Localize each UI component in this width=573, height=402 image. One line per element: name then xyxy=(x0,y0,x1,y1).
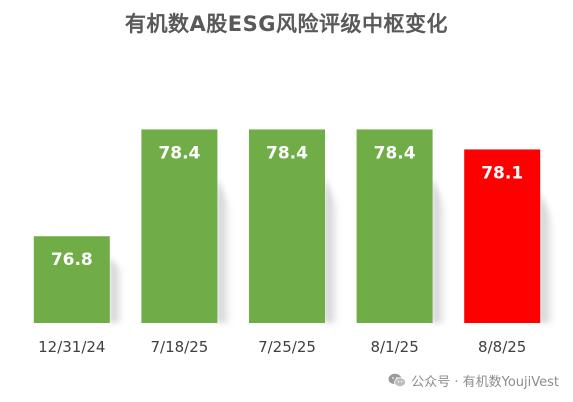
bar-7-25-25 xyxy=(249,129,325,323)
bar-shadow xyxy=(432,177,447,323)
bar-12-31-24 xyxy=(33,236,110,323)
value-label: 78.4 xyxy=(374,143,416,163)
bar-8-1-25 xyxy=(356,129,433,323)
value-label: 78.4 xyxy=(266,143,308,163)
x-tick-label: 12/31/24 xyxy=(38,338,105,356)
x-tick-label: 8/1/25 xyxy=(370,338,418,356)
chart-title: 有机数A股ESG风险评级中枢变化 xyxy=(125,12,448,36)
bar-shadow xyxy=(540,192,555,323)
wechat-icon xyxy=(388,373,407,388)
value-label: 78.1 xyxy=(481,163,523,183)
bar-shadow xyxy=(325,177,339,323)
bar-shadow xyxy=(109,257,124,323)
x-tick-label: 7/25/25 xyxy=(258,338,316,356)
watermark-text: 公众号 · 有机数YoujiVest xyxy=(411,375,559,390)
value-label: 76.8 xyxy=(51,250,93,270)
bar-shadow xyxy=(217,177,232,323)
watermark: 公众号 · 有机数YoujiVest xyxy=(388,371,559,390)
x-tick-label: 8/8/25 xyxy=(478,338,526,356)
bar-7-18-25 xyxy=(141,129,218,323)
x-tick-label: 7/18/25 xyxy=(150,338,208,356)
value-label: 78.4 xyxy=(158,143,200,163)
bar-8-8-25 xyxy=(464,149,541,323)
